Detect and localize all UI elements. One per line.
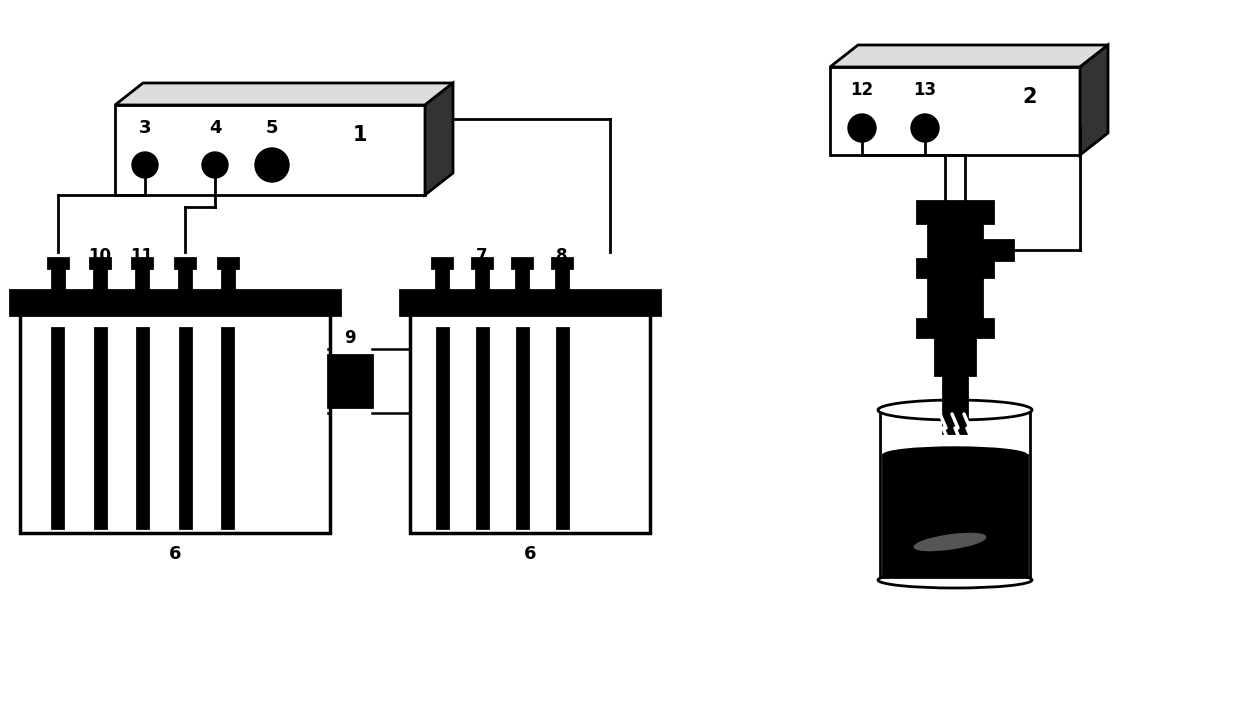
Bar bbox=[942, 371, 967, 433]
Text: 9: 9 bbox=[345, 329, 356, 347]
Bar bbox=[935, 333, 975, 375]
Bar bbox=[410, 293, 650, 533]
Polygon shape bbox=[115, 105, 425, 195]
Bar bbox=[432, 258, 453, 268]
Polygon shape bbox=[1080, 45, 1109, 155]
Ellipse shape bbox=[914, 534, 986, 551]
Ellipse shape bbox=[878, 400, 1032, 420]
Bar bbox=[91, 258, 110, 268]
Circle shape bbox=[255, 148, 289, 182]
Bar bbox=[517, 328, 527, 528]
Bar bbox=[179, 262, 191, 290]
Bar bbox=[10, 290, 340, 315]
Text: 2: 2 bbox=[1023, 87, 1037, 107]
Bar bbox=[401, 290, 660, 315]
Bar bbox=[131, 258, 153, 268]
Circle shape bbox=[131, 152, 157, 178]
Bar bbox=[557, 328, 568, 528]
Bar bbox=[52, 262, 64, 290]
Bar bbox=[94, 262, 105, 290]
Bar bbox=[329, 355, 372, 407]
Polygon shape bbox=[830, 45, 1109, 67]
Ellipse shape bbox=[878, 572, 1032, 588]
Bar bbox=[918, 319, 993, 337]
Text: 13: 13 bbox=[914, 81, 936, 99]
Polygon shape bbox=[115, 83, 453, 105]
Bar bbox=[222, 328, 233, 528]
Bar bbox=[218, 258, 238, 268]
Circle shape bbox=[202, 152, 228, 178]
Circle shape bbox=[848, 114, 875, 142]
Bar bbox=[928, 273, 982, 323]
Bar bbox=[552, 258, 572, 268]
Bar bbox=[512, 258, 532, 268]
Bar bbox=[136, 328, 148, 528]
Text: 12: 12 bbox=[851, 81, 873, 99]
Bar bbox=[918, 201, 993, 223]
Text: 6: 6 bbox=[523, 545, 536, 563]
Bar bbox=[436, 262, 448, 290]
Polygon shape bbox=[425, 83, 453, 195]
Bar bbox=[883, 455, 1027, 577]
Bar bbox=[880, 410, 1030, 580]
Bar bbox=[476, 328, 487, 528]
Bar bbox=[180, 328, 191, 528]
Text: 4: 4 bbox=[208, 119, 221, 137]
Bar bbox=[20, 293, 330, 533]
Bar bbox=[52, 328, 63, 528]
Text: 6: 6 bbox=[169, 545, 181, 563]
Bar bbox=[476, 262, 489, 290]
Text: 1: 1 bbox=[352, 125, 367, 145]
Bar bbox=[937, 240, 1013, 260]
Text: 5: 5 bbox=[265, 119, 278, 137]
Bar bbox=[48, 258, 68, 268]
Bar bbox=[928, 221, 982, 263]
Bar bbox=[136, 262, 148, 290]
Bar bbox=[516, 262, 528, 290]
Text: 7: 7 bbox=[476, 247, 487, 265]
Bar bbox=[472, 258, 492, 268]
Text: 11: 11 bbox=[130, 247, 154, 265]
Text: 10: 10 bbox=[88, 247, 112, 265]
Text: 8: 8 bbox=[557, 247, 568, 265]
Bar bbox=[175, 258, 195, 268]
Text: 3: 3 bbox=[139, 119, 151, 137]
Bar bbox=[222, 262, 234, 290]
Bar bbox=[94, 328, 105, 528]
Bar bbox=[436, 328, 448, 528]
Bar bbox=[556, 262, 568, 290]
Circle shape bbox=[911, 114, 939, 142]
Polygon shape bbox=[830, 67, 1080, 155]
Ellipse shape bbox=[883, 447, 1027, 463]
Bar bbox=[918, 259, 993, 277]
